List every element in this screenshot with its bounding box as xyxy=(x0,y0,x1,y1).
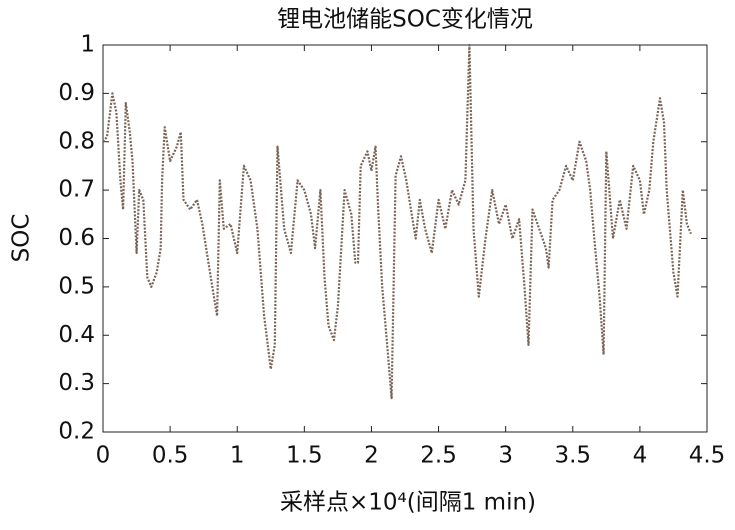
x-axis-label: 采样点×10⁴(间隔1 min) xyxy=(280,490,536,516)
y-tick-label: 0.5 xyxy=(58,273,95,299)
y-tick-label: 1 xyxy=(80,32,95,58)
x-tick-label: 4 xyxy=(633,443,648,469)
y-tick-label: 0.2 xyxy=(58,419,95,445)
x-tick-label: 1 xyxy=(230,443,245,469)
y-tick-label: 0.4 xyxy=(58,322,95,348)
y-axis-label: SOC xyxy=(9,214,35,263)
x-tick-label: 0 xyxy=(96,443,111,469)
y-tick-label: 0.3 xyxy=(58,370,95,396)
x-tick-label: 2 xyxy=(364,443,379,469)
x-tick-label: 0.5 xyxy=(152,443,189,469)
chart-title: 锂电池储能SOC变化情况 xyxy=(277,7,533,33)
x-tick-label: 1.5 xyxy=(286,443,323,469)
x-tick-label: 4.5 xyxy=(689,443,726,469)
x-tick-label: 3 xyxy=(498,443,513,469)
x-tick-label: 2.5 xyxy=(420,443,457,469)
y-tick-label: 0.9 xyxy=(58,80,95,106)
y-tick-label: 0.8 xyxy=(58,128,95,154)
x-tick-label: 3.5 xyxy=(554,443,591,469)
soc-line xyxy=(102,43,692,400)
y-tick-label: 0.6 xyxy=(58,225,95,251)
y-tick-label: 0.7 xyxy=(58,177,95,203)
plot-frame xyxy=(102,44,708,433)
